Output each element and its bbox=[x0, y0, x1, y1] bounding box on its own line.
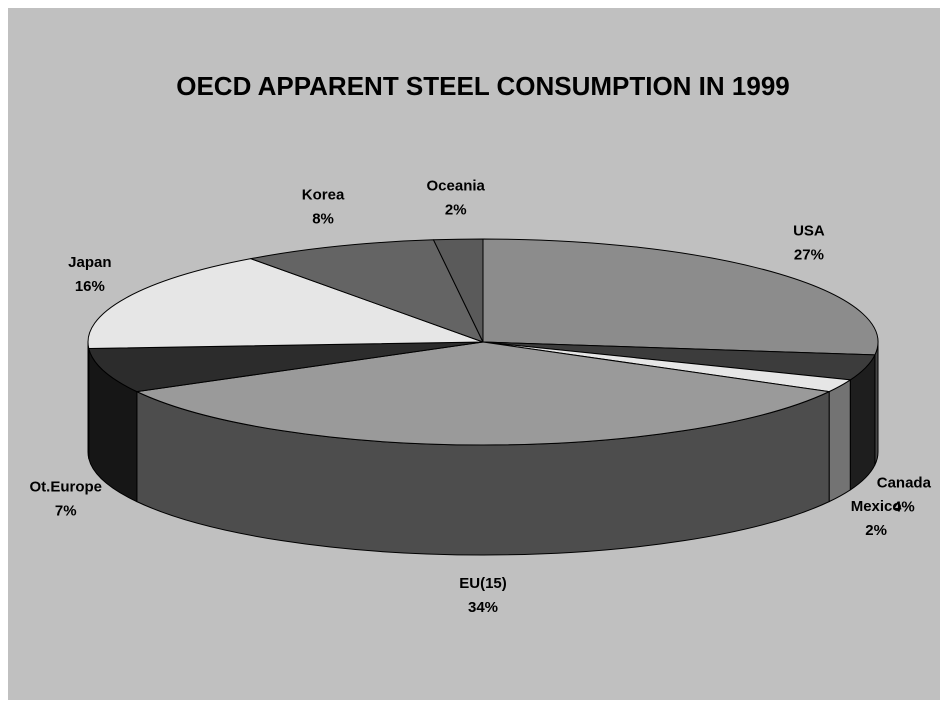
pie-side bbox=[828, 379, 851, 503]
pie-slice bbox=[250, 239, 484, 343]
slice-label: Canada bbox=[877, 474, 932, 491]
slice-label: Japan bbox=[68, 254, 111, 271]
pie-slice bbox=[432, 238, 484, 343]
pie-slice bbox=[88, 341, 484, 393]
slice-label: Mexico bbox=[851, 498, 902, 515]
pie-slice bbox=[136, 341, 830, 446]
pie-side bbox=[87, 341, 90, 459]
slice-label: Korea bbox=[302, 186, 345, 203]
slice-label: Ot.Europe bbox=[29, 478, 102, 495]
slice-value-label: 4% bbox=[893, 498, 915, 515]
slice-value-label: 27% bbox=[794, 246, 824, 263]
slice-value-label: 8% bbox=[312, 210, 334, 227]
slice-label: USA bbox=[793, 222, 825, 239]
chart-title: OECD APPARENT STEEL CONSUMPTION IN 1999 bbox=[176, 71, 790, 101]
slice-label: EU(15) bbox=[459, 575, 507, 592]
slice-value-label: 16% bbox=[75, 278, 105, 295]
slice-value-label: 2% bbox=[865, 522, 887, 539]
slice-value-label: 34% bbox=[468, 599, 498, 616]
pie-slice bbox=[87, 258, 484, 349]
slice-value-label: 7% bbox=[55, 502, 77, 519]
pie-slice bbox=[482, 238, 879, 356]
slice-label: Oceania bbox=[427, 177, 486, 194]
slice-value-label: 2% bbox=[445, 201, 467, 218]
